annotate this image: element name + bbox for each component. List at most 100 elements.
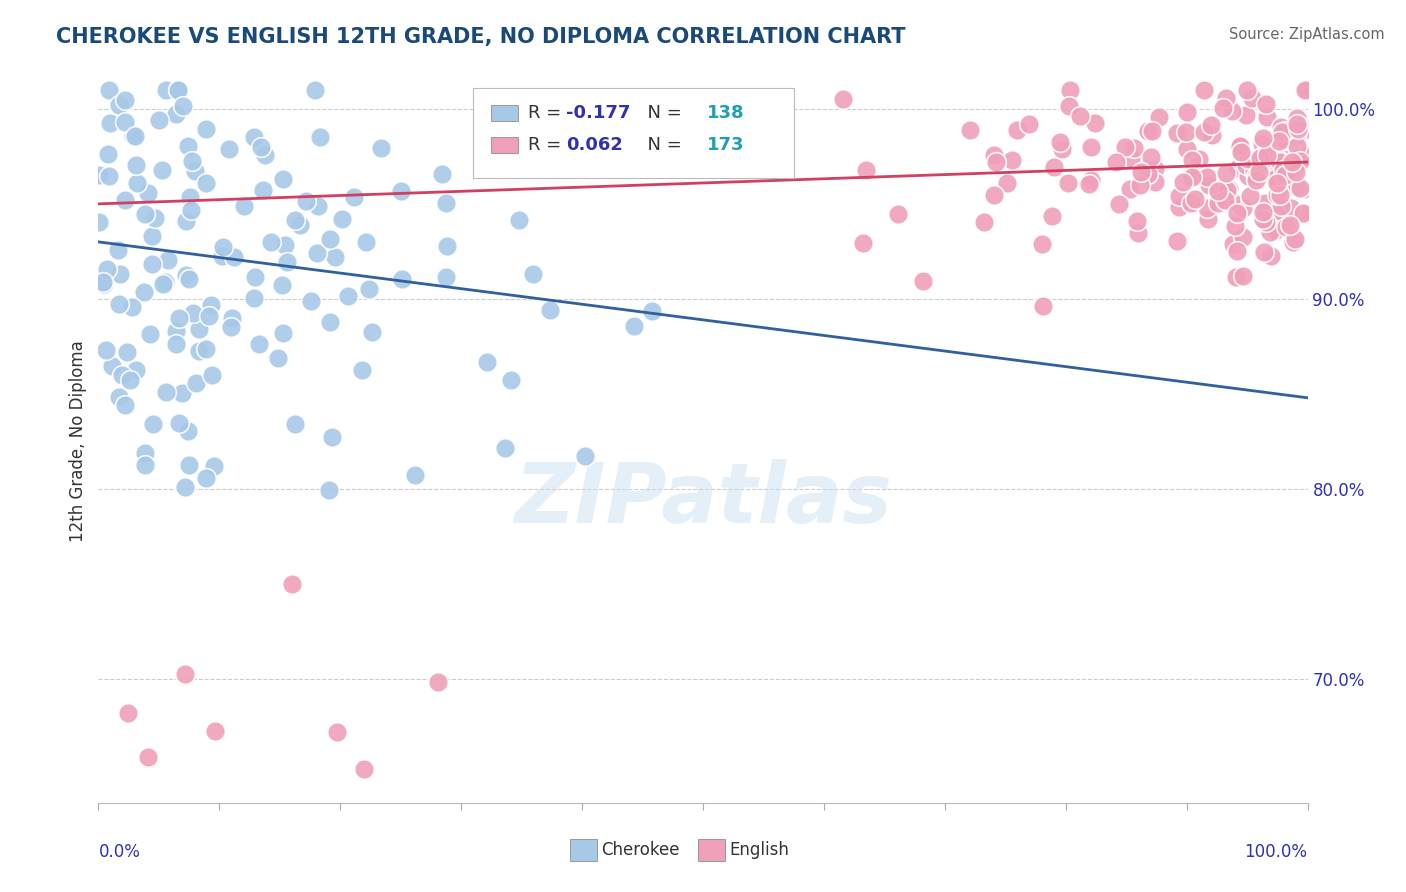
Point <box>1136 124 1159 138</box>
Point <box>1258 226 1281 240</box>
Point <box>1295 122 1317 136</box>
Point <box>165 107 187 121</box>
Point <box>359 282 381 296</box>
Point <box>1230 143 1253 157</box>
Point <box>1251 131 1274 145</box>
Point <box>1201 128 1223 142</box>
Point <box>318 483 340 497</box>
Point <box>1270 199 1292 213</box>
Point <box>143 211 166 225</box>
Point <box>1285 129 1308 144</box>
Point <box>1289 181 1312 195</box>
Point <box>125 363 148 377</box>
Point <box>114 398 136 412</box>
Point <box>134 458 156 472</box>
Point <box>98 116 121 130</box>
Point <box>152 277 174 292</box>
Point <box>1286 122 1309 136</box>
Point <box>1123 141 1146 155</box>
Point <box>288 219 311 233</box>
Point <box>1264 193 1286 207</box>
Point <box>179 190 201 204</box>
Point <box>276 254 298 268</box>
Point <box>984 155 1007 169</box>
Point <box>404 467 426 482</box>
Point <box>97 147 120 161</box>
Point <box>1040 209 1063 223</box>
Point <box>1294 149 1316 163</box>
Point <box>1031 237 1053 252</box>
Point <box>1285 180 1308 194</box>
Point <box>1268 134 1291 148</box>
Point <box>305 246 328 260</box>
Point <box>1243 164 1265 178</box>
Point <box>1171 175 1194 189</box>
Point <box>198 309 221 323</box>
Point <box>1285 151 1308 165</box>
Point <box>252 184 274 198</box>
Point <box>1253 205 1275 219</box>
Point <box>1256 147 1278 161</box>
Point <box>1108 197 1130 211</box>
Point <box>172 99 194 113</box>
Point <box>107 243 129 257</box>
Point <box>134 207 156 221</box>
Point <box>1237 169 1260 183</box>
Point <box>1265 187 1288 202</box>
Point <box>204 724 226 739</box>
Point <box>156 252 179 267</box>
Point <box>243 269 266 284</box>
Text: N =: N = <box>637 136 688 154</box>
Point <box>155 83 177 97</box>
Point <box>1080 140 1102 154</box>
Point <box>96 343 118 358</box>
Point <box>1244 169 1267 183</box>
Point <box>1180 195 1202 210</box>
Point <box>1184 192 1206 206</box>
Point <box>233 199 256 213</box>
Point <box>295 194 318 208</box>
Point <box>330 212 353 227</box>
Point <box>852 235 875 250</box>
Point <box>1144 175 1167 189</box>
Point <box>270 278 292 293</box>
Point <box>299 294 322 309</box>
Point <box>855 162 877 177</box>
Point <box>1198 178 1220 192</box>
Point <box>172 386 194 401</box>
Point <box>1180 169 1202 183</box>
Point <box>1232 147 1254 161</box>
Point <box>1232 201 1254 215</box>
Point <box>181 306 204 320</box>
Point <box>1232 230 1254 244</box>
Point <box>1206 184 1229 198</box>
Point <box>176 424 198 438</box>
Bar <box>699 838 724 861</box>
Point <box>1059 83 1081 97</box>
Point <box>1175 125 1198 139</box>
Point <box>93 277 115 291</box>
Text: R =: R = <box>527 136 567 154</box>
Point <box>352 363 374 377</box>
Point <box>165 337 187 351</box>
Point <box>1265 215 1288 229</box>
Point <box>1234 108 1257 122</box>
Point <box>1222 236 1244 251</box>
Point <box>1139 150 1161 164</box>
Point <box>1236 83 1258 97</box>
Point <box>1175 143 1198 157</box>
Point <box>166 83 188 97</box>
Point <box>153 275 176 289</box>
Text: ZIPatlas: ZIPatlas <box>515 458 891 540</box>
Point <box>1084 116 1107 130</box>
Point <box>181 154 204 169</box>
Point <box>1218 182 1240 196</box>
Point <box>1274 123 1296 137</box>
Point <box>436 195 458 210</box>
Point <box>1256 111 1278 125</box>
Point <box>127 176 149 190</box>
Text: Source: ZipAtlas.com: Source: ZipAtlas.com <box>1229 27 1385 42</box>
Text: 0.0%: 0.0% <box>98 843 141 861</box>
Point <box>1130 165 1153 179</box>
Point <box>194 471 217 485</box>
